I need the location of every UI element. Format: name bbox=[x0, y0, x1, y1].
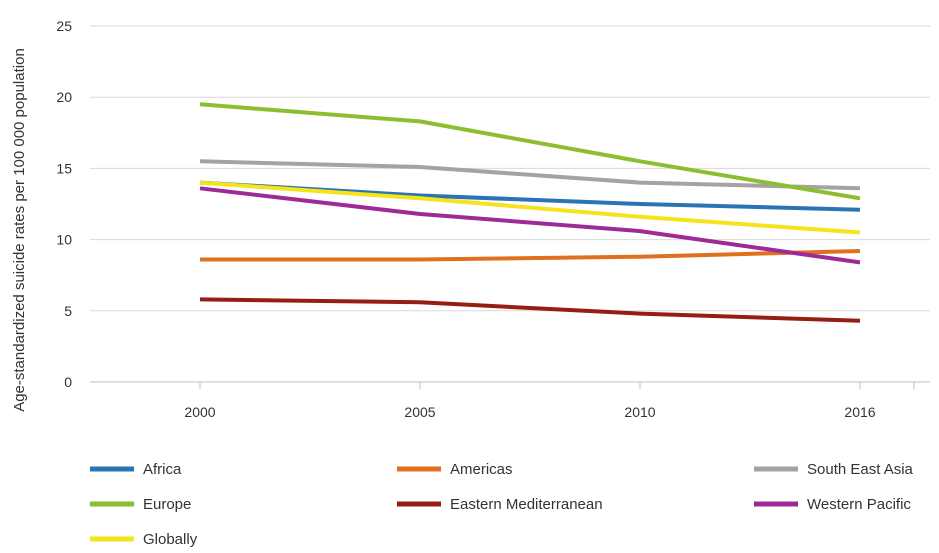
series-line-americas bbox=[200, 249, 861, 262]
y-tick-label: 10 bbox=[56, 232, 72, 248]
y-tick-label: 5 bbox=[64, 303, 72, 319]
series-lines bbox=[199, 102, 861, 323]
series-line-eastern-mediterranean bbox=[199, 297, 861, 323]
x-tick-labels: 2000 2005 2010 2016 bbox=[184, 404, 875, 420]
legend-item-western-pacific: Western Pacific bbox=[754, 496, 911, 513]
x-tick-label: 2016 bbox=[844, 404, 875, 420]
legend-label: Globally bbox=[143, 531, 198, 548]
axes bbox=[90, 381, 930, 389]
legend-label: Africa bbox=[143, 461, 182, 478]
series-line-globally bbox=[199, 180, 861, 235]
y-tick-label: 15 bbox=[56, 160, 72, 176]
y-tick-label: 20 bbox=[56, 89, 72, 105]
legend-item-africa: Africa bbox=[90, 461, 182, 478]
legend-item-south-east-asia: South East Asia bbox=[754, 461, 914, 478]
legend-item-europe: Europe bbox=[90, 496, 191, 513]
x-tick-label: 2010 bbox=[624, 404, 655, 420]
legend-item-americas: Americas bbox=[397, 461, 513, 478]
series-line-south-east-asia bbox=[199, 159, 861, 191]
legend-label: South East Asia bbox=[807, 461, 914, 478]
x-tick-label: 2000 bbox=[184, 404, 215, 420]
y-tick-labels: 0 5 10 15 20 25 bbox=[56, 18, 72, 390]
gridlines bbox=[90, 25, 930, 312]
series-line-europe bbox=[199, 102, 861, 201]
legend-label: Americas bbox=[450, 461, 513, 478]
legend-label: Western Pacific bbox=[807, 496, 911, 513]
y-axis-label: Age-standardized suicide rates per 100 0… bbox=[11, 48, 28, 412]
legend-label: Eastern Mediterranean bbox=[450, 496, 603, 513]
y-tick-label: 0 bbox=[64, 374, 72, 390]
legend-item-eastern-mediterranean: Eastern Mediterranean bbox=[397, 496, 603, 513]
y-tick-label: 25 bbox=[56, 18, 72, 34]
series-line-western-pacific bbox=[199, 186, 861, 265]
legend: Africa Americas South East Asia Europe Easte… bbox=[90, 461, 914, 548]
x-tick-label: 2005 bbox=[404, 404, 435, 420]
legend-item-globally: Globally bbox=[90, 531, 198, 548]
legend-label: Europe bbox=[143, 496, 191, 513]
